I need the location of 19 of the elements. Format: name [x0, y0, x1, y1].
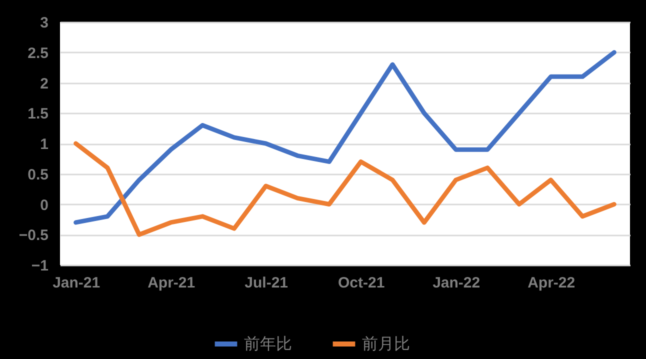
- y-tick-label: 1: [40, 136, 48, 153]
- y-tick-label: 1.5: [28, 106, 48, 123]
- x-tick-label: Jan-21: [52, 274, 100, 292]
- y-tick-label: 0.5: [28, 166, 48, 184]
- y-tick-label: 2: [40, 75, 48, 92]
- legend-label: 前月比: [362, 334, 410, 353]
- y-tick-label: −0.5: [18, 227, 48, 244]
- y-tick-label: 0: [40, 196, 48, 214]
- y-tick-label: 2.5: [28, 44, 48, 62]
- x-tick-label: Jan-22: [432, 274, 480, 292]
- y-tick-label: −1: [31, 258, 48, 274]
- x-tick-label: Apr-21: [148, 274, 196, 292]
- x-tick-label: Jul-21: [244, 274, 288, 292]
- x-tick-label: Oct-21: [338, 274, 385, 292]
- line-series: [74, 50, 616, 225]
- line-series: [74, 141, 616, 237]
- x-tick-label: Apr-22: [528, 274, 576, 292]
- legend-label: 前年比: [244, 334, 292, 353]
- y-tick-label: 3: [40, 14, 48, 32]
